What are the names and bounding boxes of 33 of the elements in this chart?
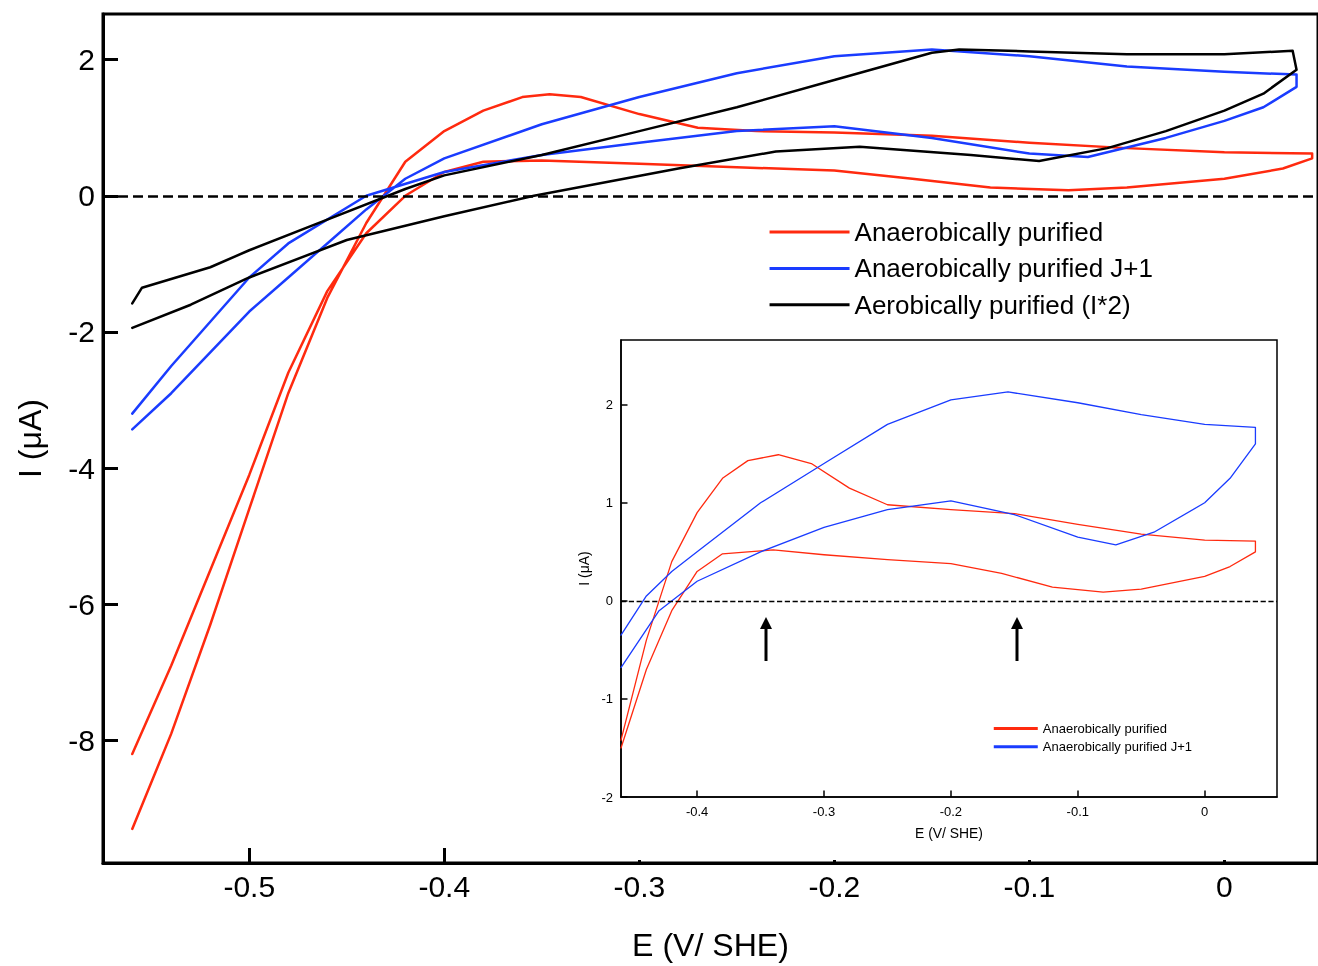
line-series [131,48,1298,431]
legend-label: Anaerobically purified [854,217,1104,247]
x-tick-label: -0.3 [812,804,836,819]
legend-label: Aerobically purified (I*2) [854,289,1131,320]
legend-label: Anaerobically purified J+1 [1042,739,1193,755]
y-tick-label: 2 [78,43,95,77]
y-tick-label: 1 [605,495,613,511]
x-tick-label: 0 [1216,869,1233,903]
y-tick-label: -6 [68,587,95,621]
y-tick-label: -2 [68,315,95,349]
x-tick-label: -0.5 [223,869,276,903]
x-axis-title: E (V/ SHE) [632,927,789,963]
x-tick-label: -0.3 [613,869,666,903]
x-tick-label: -0.4 [418,869,471,903]
y-tick-label: -2 [601,789,613,805]
x-tick-label: -0.2 [808,869,861,903]
y-tick-label: -1 [601,691,613,707]
y-tick-label: 2 [605,397,613,413]
legend-label: Anaerobically purified J+1 [854,253,1154,284]
x-tick-label: -0.4 [685,804,709,819]
y-tick-label: 0 [78,179,95,213]
y-tick-label: -8 [68,723,95,757]
x-axis-title: E (V/ SHE) [915,824,983,841]
legend-label: Anaerobically purified [1042,721,1168,736]
y-tick-label: 0 [605,593,613,609]
x-tick-label: -0.1 [1003,869,1056,903]
line-series [620,391,1257,669]
y-axis-title: I (μA) [12,398,48,479]
x-tick-label: 0 [1201,804,1209,819]
y-tick-label: -4 [68,451,95,485]
y-axis-title: I (μA) [575,551,592,586]
x-tick-label: -0.1 [1066,804,1089,819]
x-tick-label: -0.2 [939,804,963,819]
